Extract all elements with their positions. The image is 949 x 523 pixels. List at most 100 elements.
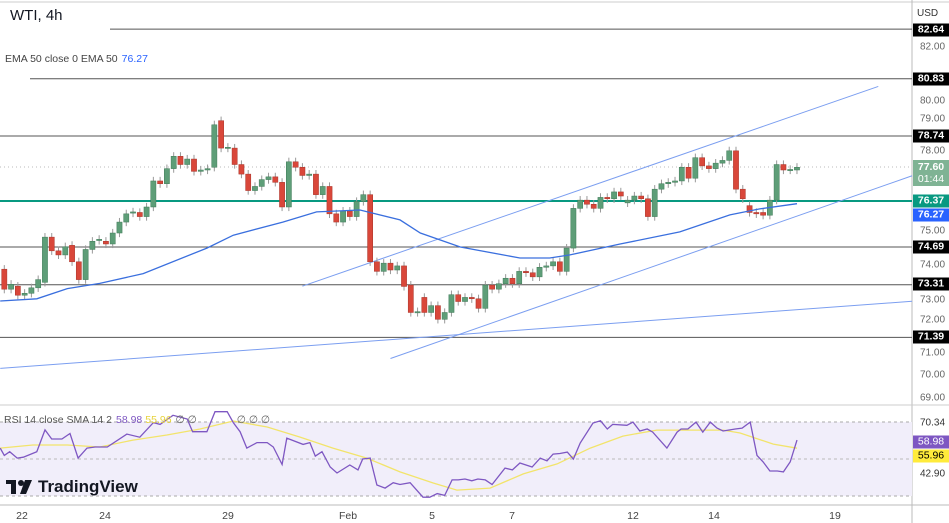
candle-down <box>407 284 414 313</box>
candle-up <box>726 150 733 161</box>
candle-up <box>252 186 258 191</box>
price-tick: 69.00 <box>920 392 946 404</box>
candle-down <box>191 158 197 172</box>
candle-down <box>15 285 21 296</box>
price-tick: 73.00 <box>920 294 946 306</box>
current-price: 77.60 <box>917 161 945 173</box>
candle-down <box>55 250 62 256</box>
price-tick: 82.00 <box>920 41 946 53</box>
price-tick: 70.00 <box>920 369 946 381</box>
candle-down <box>231 147 238 165</box>
candle-down <box>455 294 462 302</box>
candle-up <box>428 305 434 313</box>
candle-down <box>489 284 495 290</box>
rsi-legend-extra2: ∅ ∅ ∅ <box>236 414 271 426</box>
rsi-legend-extra: ∅ ∅ <box>175 414 197 426</box>
candle-up <box>787 169 794 171</box>
candle-down <box>739 188 746 200</box>
candle-up <box>123 213 130 223</box>
candle-up <box>286 161 292 208</box>
candle-up <box>35 279 42 289</box>
tradingview-logo[interactable]: TradingView <box>6 477 138 497</box>
candle-down <box>326 186 333 215</box>
candle-up <box>258 179 265 187</box>
candle-down <box>69 245 75 263</box>
candle-down <box>346 210 353 217</box>
candle-up <box>89 240 96 250</box>
candle-down <box>333 213 340 223</box>
candle-up <box>109 232 116 245</box>
candle-up <box>143 206 150 217</box>
candle-up <box>82 249 89 280</box>
price-tick: 74.00 <box>920 259 946 271</box>
candle-down <box>401 265 407 287</box>
ema-legend-label: EMA 50 close 0 EMA 50 <box>5 53 118 65</box>
candle-up <box>380 262 387 272</box>
candle-up <box>543 265 550 268</box>
candle-up <box>482 284 489 309</box>
candle-up <box>8 284 14 290</box>
candle-up <box>651 188 658 217</box>
ema-tag: 76.27 <box>913 208 949 222</box>
candle-down <box>753 212 760 215</box>
candle-up <box>96 239 103 241</box>
rsi-legend-value: 58.98 <box>115 414 143 426</box>
candle-up <box>448 294 455 313</box>
candle-down <box>292 161 299 168</box>
candle-up <box>197 169 204 172</box>
time-tick: 12 <box>627 510 639 522</box>
candle-up <box>665 182 672 184</box>
trendline <box>0 300 913 369</box>
candle-down <box>177 156 184 165</box>
candle-down <box>523 271 529 274</box>
trendlines <box>0 85 913 369</box>
price-tick: 71.00 <box>920 347 946 359</box>
ema-legend[interactable]: EMA 50 close 0 EMA 50 76.27 <box>5 53 148 65</box>
candle-up <box>211 124 218 168</box>
candle-up <box>204 168 211 171</box>
candle-up <box>658 183 665 190</box>
candle-down <box>617 191 624 197</box>
candle-down <box>604 197 611 200</box>
support-tag: 76.37 <box>913 194 949 208</box>
candle-down <box>136 212 143 217</box>
chart-title: WTI, 4h <box>10 7 63 24</box>
candles <box>1 116 800 324</box>
candle-down <box>75 261 82 280</box>
tradingview-logo-text: TradingView <box>38 477 138 496</box>
candle-down <box>387 262 394 271</box>
candle-up <box>319 186 326 195</box>
candle-up <box>265 176 272 180</box>
candle-down <box>299 167 306 176</box>
trendline <box>390 175 913 359</box>
candle-up <box>28 287 35 294</box>
candle-up <box>462 297 468 302</box>
candle-up <box>394 265 401 271</box>
candle-up <box>672 180 678 183</box>
candle-up <box>577 199 584 209</box>
level-tag: 71.39 <box>913 330 949 344</box>
candle-up <box>353 201 360 217</box>
price-tick: 72.00 <box>920 314 946 326</box>
candle-up <box>360 194 367 202</box>
rsi-legend[interactable]: RSI 14 close SMA 14 2 58.98 55.96 ∅ ∅ ∅ ∅ ∅ <box>4 414 270 426</box>
rsi-sma-line <box>0 420 798 491</box>
candle-down <box>760 212 766 216</box>
rsi-value-tag: 58.98 <box>913 435 949 449</box>
candle-up <box>631 195 638 201</box>
candle-up <box>164 168 170 184</box>
candle-up <box>306 173 313 176</box>
candle-up <box>42 236 48 283</box>
candle-down <box>238 164 245 175</box>
tradingview-logo-icon <box>6 480 32 494</box>
time-tick: 14 <box>708 510 720 522</box>
candle-up <box>150 180 157 208</box>
candle-down <box>374 261 380 272</box>
candle-down <box>245 173 252 191</box>
level-tag: 78.74 <box>913 129 949 143</box>
time-tick: 7 <box>509 510 515 522</box>
price-tick: 78.00 <box>920 145 946 157</box>
candle-up <box>516 271 523 284</box>
candle-down <box>590 204 597 209</box>
